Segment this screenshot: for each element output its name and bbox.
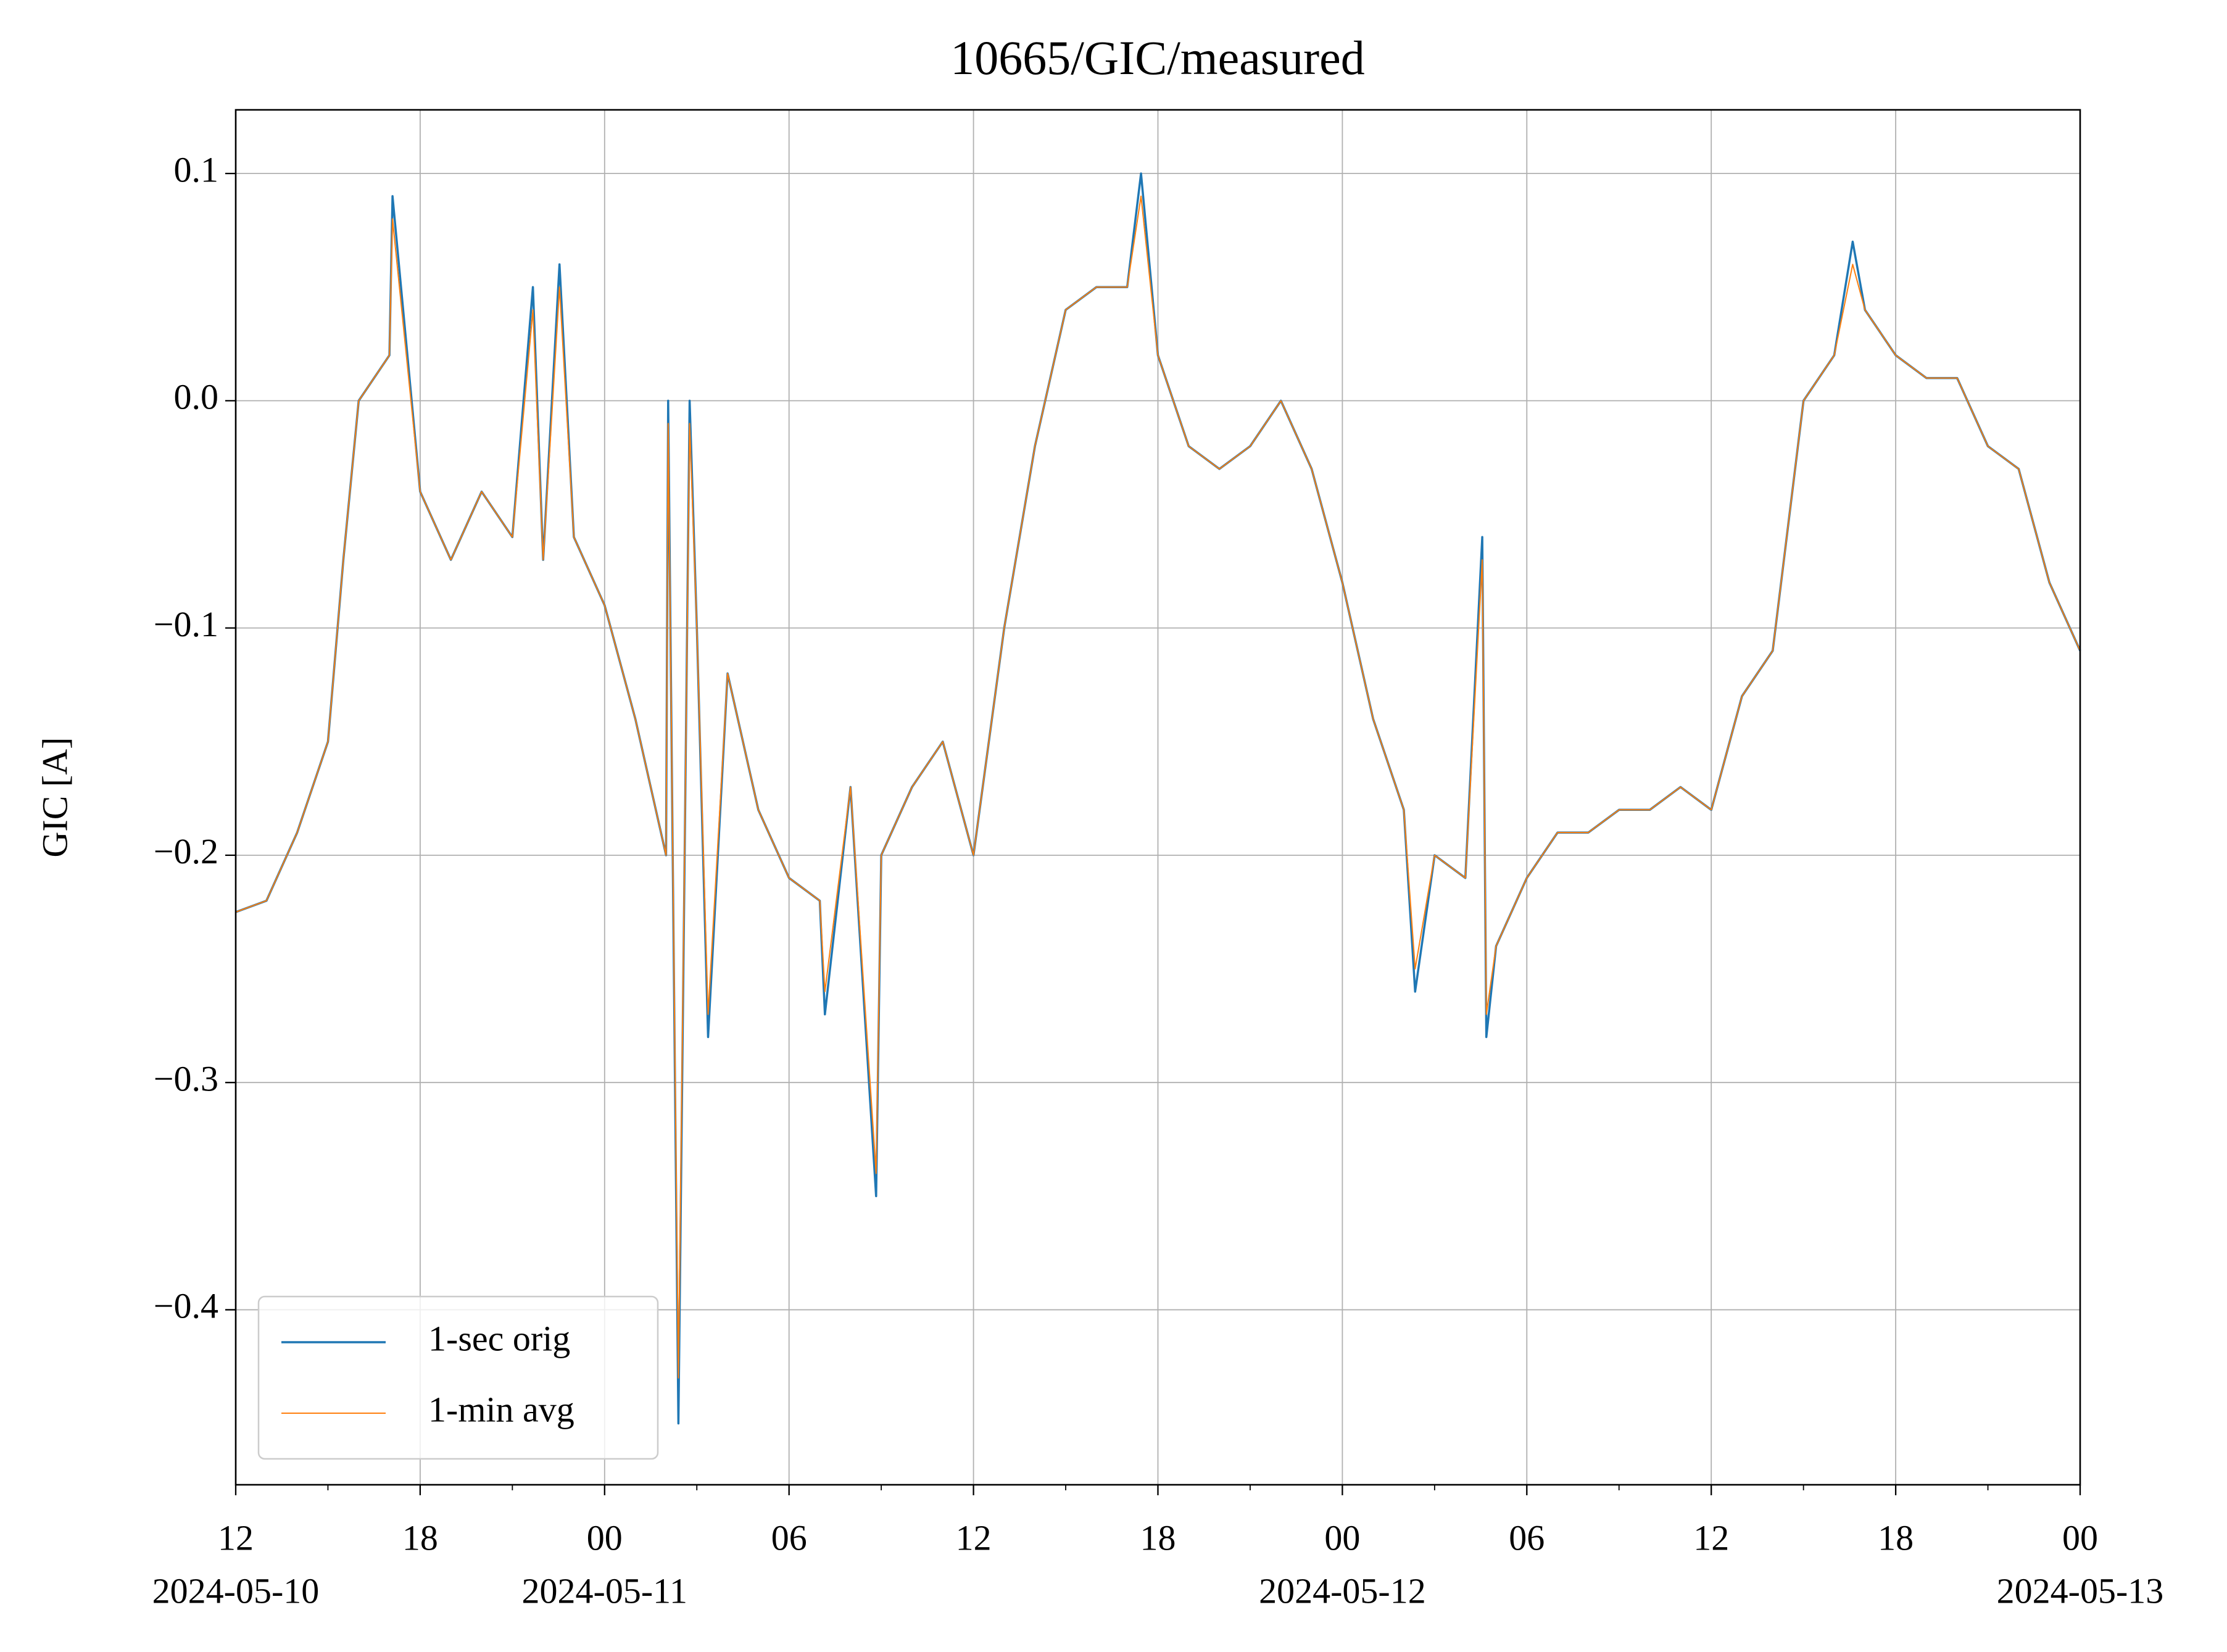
x-tick-label: 18 [1878,1517,1914,1558]
legend-box [257,1295,659,1460]
x-tick-label: 00 [1324,1517,1360,1558]
x-tick-label: 12 [956,1517,992,1558]
x-tick-date-label: 2024-05-12 [1259,1571,1426,1611]
line-series [235,195,2081,1379]
y-tick-label: −0.1 [154,604,218,644]
x-tick-label: 12 [218,1517,254,1558]
axes: 0.1 0.0 −0.1 −0.2 −0.3 −0.4 12 18 00 06 12 18 00 06 12… [152,149,2164,1611]
x-tick-label: 18 [1140,1517,1176,1558]
x-tick-label: 00 [587,1517,623,1558]
x-tick-label: 06 [771,1517,807,1558]
chart-title: 10665/GIC/measured [950,31,1365,85]
x-tick-date-label: 2024-05-11 [522,1571,687,1611]
y-tick-label: −0.4 [154,1286,218,1326]
x-tick-label: 12 [1693,1517,1729,1558]
y-axis-label: GIC [A] [35,737,75,858]
y-tick-label: 0.1 [174,149,219,189]
x-tick-date-label: 2024-05-13 [1997,1571,2164,1611]
y-tick-label: 0.0 [174,377,219,417]
x-tick-label: 00 [2062,1517,2098,1558]
grid [235,110,2081,1485]
legend: 1-sec orig 1-min avg [257,1295,659,1460]
y-tick-label: −0.2 [154,831,218,871]
x-tick-date-label: 2024-05-10 [152,1571,320,1611]
y-tick-label: −0.3 [154,1058,218,1098]
x-tick-label: 18 [402,1517,438,1558]
plot-area [235,172,2081,1425]
legend-label: 1-min avg [428,1389,574,1429]
legend-label: 1-sec orig [428,1318,570,1358]
x-tick-label: 06 [1509,1517,1545,1558]
